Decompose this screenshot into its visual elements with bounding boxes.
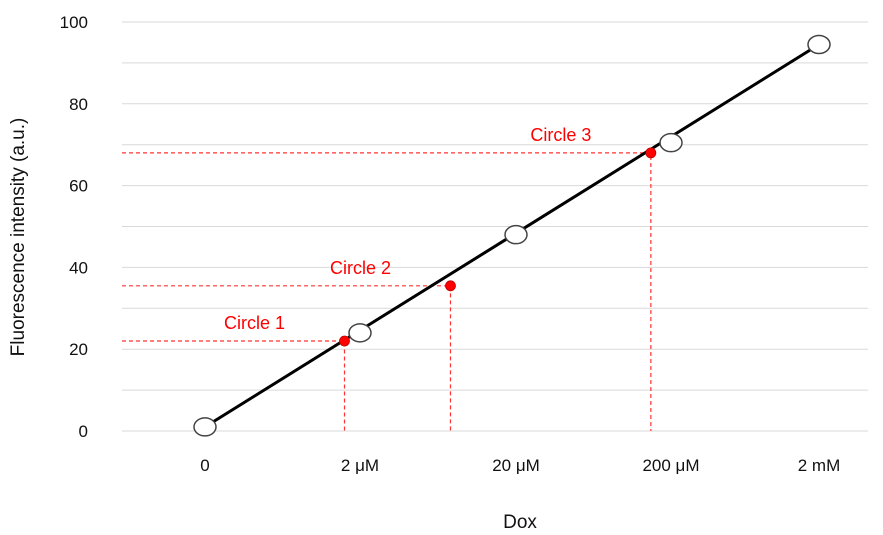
data-point: [807, 34, 831, 55]
x-axis-label: Dox: [503, 512, 537, 533]
x-tick-label: 2 μM: [341, 456, 379, 475]
guide-line-3: [122, 152, 652, 431]
annotation-point-1: [339, 335, 350, 347]
x-tick-label: 0: [200, 456, 209, 475]
y-tick-labels: 0 20 40 60 80 100: [60, 13, 88, 441]
y-axis-label: Fluorescence intensity (a.u.): [8, 118, 29, 357]
data-point: [504, 224, 528, 245]
annotation-point-2: [445, 280, 456, 292]
y-tick-label: 20: [69, 340, 88, 359]
annotation-label: Circle 3: [530, 125, 591, 145]
guide-line-2: [122, 285, 452, 431]
y-tick-label: 40: [69, 258, 88, 277]
annotation-label: Circle 2: [330, 258, 391, 278]
y-tick-label: 80: [69, 95, 88, 114]
grid-lines: [122, 21, 868, 432]
data-point: [348, 323, 372, 343]
x-tick-label: 20 μM: [492, 456, 540, 475]
x-tick-label: 2 mM: [798, 456, 841, 475]
x-tick-label: 200 μM: [642, 456, 699, 475]
y-tick-label: 0: [79, 422, 88, 441]
y-tick-label: 60: [69, 177, 88, 196]
x-tick-labels: 0 2 μM 20 μM 200 μM 2 mM: [200, 456, 840, 475]
annotation-guides: Circle 1 Circle 2 Circle 3: [122, 125, 652, 431]
annotation-label: Circle 1: [224, 313, 285, 333]
data-point: [193, 417, 217, 437]
guide-line-1: [122, 340, 346, 431]
data-points: [193, 34, 831, 437]
data-point: [659, 132, 683, 153]
annotation-point-3: [645, 147, 657, 159]
y-tick-label: 100: [60, 13, 88, 32]
